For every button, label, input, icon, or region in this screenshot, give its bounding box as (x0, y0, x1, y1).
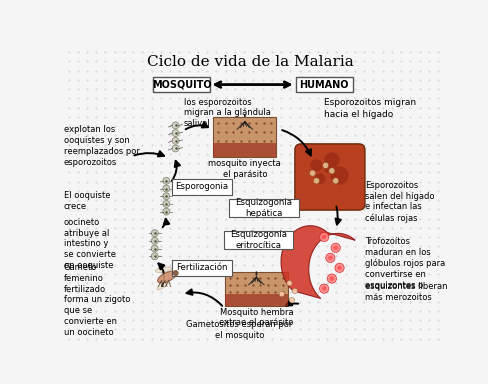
Circle shape (286, 281, 292, 286)
Circle shape (329, 166, 348, 185)
Text: explotan los
ooquistes y son
reemplazados por
esporozoitos: explotan los ooquistes y son reemplazado… (64, 126, 140, 167)
Circle shape (163, 200, 169, 207)
Circle shape (309, 170, 315, 176)
Text: Trofozoítos
maduran en los
glóbulos rojos para
convertirse en
esquizontes o: Trofozoítos maduran en los glóbulos rojo… (364, 237, 444, 290)
Text: Mosquito hembra
extrae el parásito: Mosquito hembra extrae el parásito (219, 308, 293, 327)
Circle shape (279, 291, 284, 297)
Circle shape (314, 173, 325, 184)
Text: Esporozoitos
salen del hígado
e infectan las
células rojas: Esporozoitos salen del hígado e infectan… (364, 181, 433, 223)
Circle shape (332, 178, 338, 184)
Circle shape (172, 122, 179, 129)
Circle shape (151, 237, 158, 244)
FancyBboxPatch shape (213, 117, 276, 157)
FancyBboxPatch shape (213, 143, 276, 157)
Circle shape (310, 159, 322, 172)
Circle shape (319, 284, 328, 293)
Text: mosquito inyecta
el parásito: mosquito inyecta el parásito (208, 159, 281, 179)
Text: El ooquiste
crece: El ooquiste crece (64, 191, 110, 210)
Text: Gametositos esperan por
el mosquito: Gametositos esperan por el mosquito (186, 320, 292, 339)
FancyBboxPatch shape (171, 260, 231, 276)
Text: Esporogonia: Esporogonia (175, 182, 228, 192)
Circle shape (328, 168, 334, 174)
Circle shape (322, 162, 328, 169)
Circle shape (313, 178, 319, 184)
FancyBboxPatch shape (294, 144, 364, 210)
Circle shape (172, 130, 179, 137)
FancyBboxPatch shape (153, 77, 210, 92)
Circle shape (330, 243, 340, 252)
Ellipse shape (157, 271, 176, 283)
Circle shape (151, 245, 158, 252)
Text: Esquizogonia
hepática: Esquizogonia hepática (235, 198, 292, 218)
Text: esquizontes liberan
más merozoitos: esquizontes liberan más merozoitos (364, 283, 447, 302)
Circle shape (329, 276, 333, 281)
Text: oocineto
atribuye al
intestino y
se convierte
en ooquiste: oocineto atribuye al intestino y se conv… (64, 218, 116, 270)
FancyBboxPatch shape (224, 273, 287, 306)
Text: MOSQUITO: MOSQUITO (152, 79, 211, 89)
Text: Gameto
femenino
fertilizado
forma un zigoto
que se
convierte en
un oocineto: Gameto femenino fertilizado forma un zig… (64, 263, 130, 337)
Circle shape (327, 255, 332, 260)
Text: Ciclo de vida de la Malaria: Ciclo de vida de la Malaria (146, 55, 353, 70)
Text: Esporozoitos migran
hacia el hígado: Esporozoitos migran hacia el hígado (324, 98, 415, 119)
FancyBboxPatch shape (224, 231, 293, 249)
Circle shape (321, 286, 326, 291)
Circle shape (163, 177, 169, 184)
Circle shape (319, 232, 328, 242)
Ellipse shape (157, 279, 169, 290)
Circle shape (151, 253, 158, 260)
FancyBboxPatch shape (224, 295, 287, 306)
FancyBboxPatch shape (171, 179, 231, 195)
Text: Fertilización: Fertilización (176, 263, 227, 272)
Circle shape (333, 245, 337, 250)
Ellipse shape (155, 267, 171, 273)
Circle shape (325, 253, 334, 262)
Text: los esporozoitos
migran a la glándula
salival: los esporozoitos migran a la glándula sa… (183, 98, 270, 128)
Circle shape (173, 270, 178, 276)
Circle shape (288, 298, 294, 303)
Circle shape (324, 152, 339, 168)
Text: Esquizogonia
eritrocítica: Esquizogonia eritrocítica (230, 230, 286, 250)
FancyBboxPatch shape (229, 199, 298, 217)
Text: HUMANO: HUMANO (299, 79, 348, 89)
Circle shape (163, 193, 169, 200)
FancyBboxPatch shape (295, 77, 352, 92)
Circle shape (163, 208, 169, 215)
Circle shape (151, 230, 158, 237)
Circle shape (337, 265, 341, 270)
Circle shape (163, 185, 169, 192)
Circle shape (292, 288, 297, 294)
Circle shape (321, 235, 326, 239)
Polygon shape (281, 226, 354, 298)
Circle shape (324, 166, 331, 173)
Circle shape (326, 274, 336, 283)
Circle shape (172, 137, 179, 144)
Circle shape (172, 145, 179, 152)
Circle shape (334, 263, 344, 273)
